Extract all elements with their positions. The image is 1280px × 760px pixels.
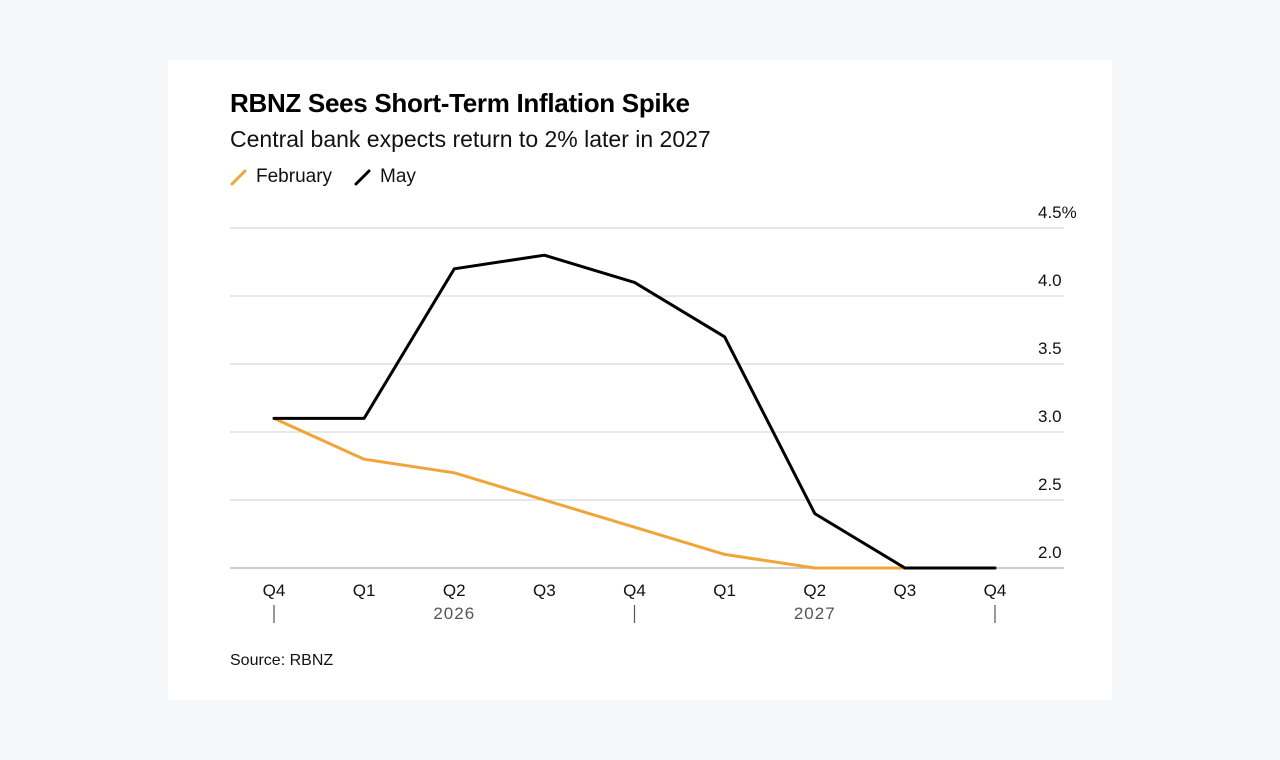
x-tick-label: Q4: [263, 581, 286, 600]
x-tick-label: Q1: [713, 581, 736, 600]
x-tick-label: Q2: [443, 581, 466, 600]
series-line-february: [272, 416, 997, 570]
year-label: 2027: [794, 604, 836, 623]
legend-label-may: May: [380, 166, 416, 187]
legend-label-february: February: [256, 166, 333, 187]
legend-item-may: May: [354, 166, 416, 188]
x-tick-label: Q3: [894, 581, 917, 600]
legend: February May: [230, 166, 438, 188]
x-tick-label: Q3: [533, 581, 556, 600]
x-tick-label: Q4: [623, 581, 646, 600]
legend-swatch-february: [230, 169, 247, 186]
legend-item-february: February: [230, 166, 332, 188]
y-tick-label: 4.0: [1038, 271, 1062, 290]
chart-title: RBNZ Sees Short-Term Inflation Spike: [230, 88, 690, 118]
x-tick-label: Q4: [984, 581, 1007, 600]
y-tick-label: 3.5: [1038, 339, 1062, 358]
source-note: Source: RBNZ: [230, 652, 334, 669]
legend-swatch-may: [354, 169, 371, 186]
year-label: 2026: [433, 604, 475, 623]
x-tick-label: Q2: [803, 581, 826, 600]
series-line-may: [272, 253, 997, 570]
line-chart: 2.0 2.5 3.0 3.5 4.0 4.5% Q4 Q1 Q2 Q3 Q4 Q1 Q2 Q3 Q4 202…: [230, 203, 1077, 623]
chart-card: RBNZ Sees Short-Term Inflation Spike Cen…: [168, 60, 1112, 700]
y-tick-label: 3.0: [1038, 407, 1062, 426]
x-tick-label: Q1: [353, 581, 376, 600]
chart-subtitle: Central bank expects return to 2% later …: [230, 126, 711, 152]
y-tick-label: 2.5: [1038, 475, 1062, 494]
y-tick-label: 4.5%: [1038, 203, 1077, 222]
y-tick-label: 2.0: [1038, 543, 1062, 562]
